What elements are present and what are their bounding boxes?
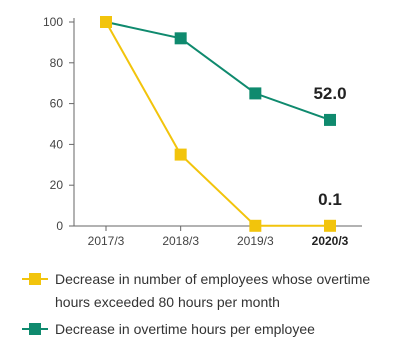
series-0-marker-2019/3: [249, 219, 262, 232]
series-0-end-label: 0.1: [318, 190, 342, 209]
legend-swatch-green: [22, 323, 48, 335]
legend-label-overtime-employees-line1: Decrease in number of employees whose ov…: [55, 271, 371, 287]
series-0-marker-2018/3: [174, 148, 187, 161]
y-tick-label-40: 40: [50, 137, 64, 151]
series-layer: [100, 16, 336, 232]
x-tick-label-2018/3: 2018/3: [162, 234, 199, 248]
x-tick-label-2019/3: 2019/3: [237, 234, 274, 248]
chart-legend: Decrease in number of employees whose ov…: [22, 268, 410, 345]
y-tick-label-20: 20: [50, 178, 64, 192]
series-0-marker-2017/3: [100, 16, 112, 28]
legend-label-overtime-employees-line2: hours exceeded 80 hours per month: [55, 294, 280, 310]
legend-marker-yellow: [29, 273, 41, 285]
series-1-end-label: 52.0: [313, 84, 346, 103]
data-labels: 0.1 52.0: [313, 84, 346, 209]
y-tick-label-100: 100: [43, 15, 63, 29]
series-1-marker-2018/3: [174, 32, 187, 45]
y-tick-label-60: 60: [50, 97, 64, 111]
y-tick-label-80: 80: [50, 56, 64, 70]
series-line-0: [105, 21, 330, 227]
legend-swatch-yellow: [22, 273, 48, 285]
series-0-marker-2020/3: [324, 219, 336, 232]
x-tick-label-2020/3: 2020/3: [312, 234, 349, 248]
series-line-1: [105, 21, 331, 121]
legend-item-overtime-employees: Decrease in number of employees whose ov…: [22, 268, 410, 314]
series-1-marker-2020/3: [324, 113, 336, 126]
legend-item-overtime-hours: Decrease in overtime hours per employee: [22, 318, 410, 341]
legend-marker-green: [29, 323, 41, 335]
line-chart: 0 20 40 60 80 100 2017/3 2018/3 2019/3 2020/3 0.…: [43, 15, 362, 248]
legend-label-overtime-hours: Decrease in overtime hours per employee: [55, 321, 315, 337]
y-tick-label-0: 0: [56, 219, 63, 233]
x-axis-ticks: 2017/3 2018/3 2019/3 2020/3: [88, 226, 349, 248]
y-axis-ticks: 0 20 40 60 80 100: [43, 15, 74, 233]
series-1-marker-2019/3: [249, 87, 262, 100]
x-tick-label-2017/3: 2017/3: [88, 234, 125, 248]
